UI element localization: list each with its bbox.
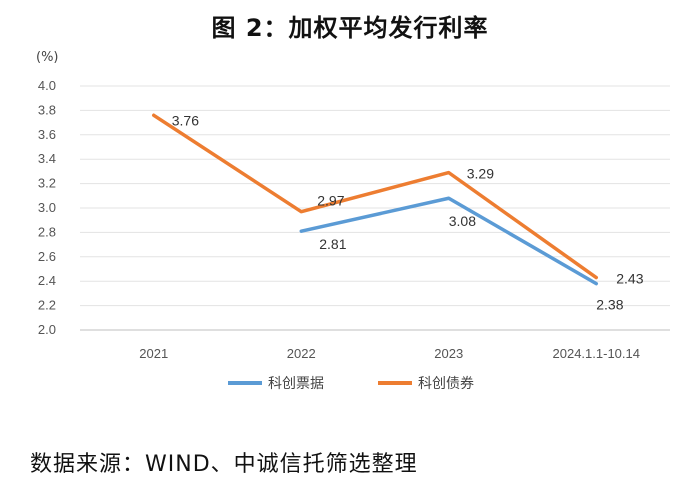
data-label-s1-3: 2.38	[596, 297, 623, 313]
legend: 科创票据 科创债券	[228, 376, 474, 392]
chart-title: 图 2：加权平均发行利率	[211, 14, 489, 42]
data-labels: 2.81 3.08 2.38 3.76 2.97 3.29 2.43	[172, 112, 644, 312]
y-tick-3.6: 3.6	[38, 127, 56, 142]
y-tick-2.0: 2.0	[38, 322, 56, 337]
y-tick-3.4: 3.4	[38, 151, 56, 166]
series-lines	[152, 113, 598, 286]
y-tick-2.8: 2.8	[38, 224, 56, 239]
x-tick-2023: 2023	[434, 346, 463, 361]
series-line-1	[299, 196, 598, 286]
data-label-s2-3: 2.43	[616, 271, 643, 287]
data-label-s2-1: 2.97	[317, 193, 344, 209]
data-label-s1-1: 2.81	[319, 236, 346, 252]
y-tick-labels: 2.0 2.2 2.4 2.6 2.8 3.0 3.2 3.4 3.6 3.8 4.0	[38, 78, 56, 337]
y-tick-2.6: 2.6	[38, 249, 56, 264]
y-tick-3.2: 3.2	[38, 176, 56, 191]
y-tick-3.0: 3.0	[38, 200, 56, 215]
y-tick-2.4: 2.4	[38, 273, 56, 288]
grid-lines	[80, 85, 670, 331]
legend-label-2: 科创债券	[418, 376, 474, 392]
legend-label-1: 科创票据	[268, 376, 324, 392]
data-label-s2-2: 3.29	[467, 166, 494, 182]
y-tick-4.0: 4.0	[38, 78, 56, 93]
x-tick-labels: 2021 2022 2023 2024.1.1-10.14	[139, 346, 640, 361]
y-tick-3.8: 3.8	[38, 102, 56, 117]
data-label-s1-2: 3.08	[449, 213, 476, 229]
x-tick-2024.1.1-10.14: 2024.1.1-10.14	[553, 346, 640, 361]
series-line-2	[152, 113, 598, 280]
x-tick-2022: 2022	[287, 346, 316, 361]
data-label-s2-0: 3.76	[172, 112, 199, 128]
line-chart: 2.02.22.42.62.83.03.23.43.63.84.0 2021 20…	[38, 78, 670, 392]
y-axis-unit: (%)	[36, 50, 59, 65]
x-tick-2021: 2021	[139, 346, 168, 361]
y-tick-2.2: 2.2	[38, 298, 56, 313]
data-source-note: 数据来源：WIND、中诚信托筛选整理	[30, 452, 418, 477]
